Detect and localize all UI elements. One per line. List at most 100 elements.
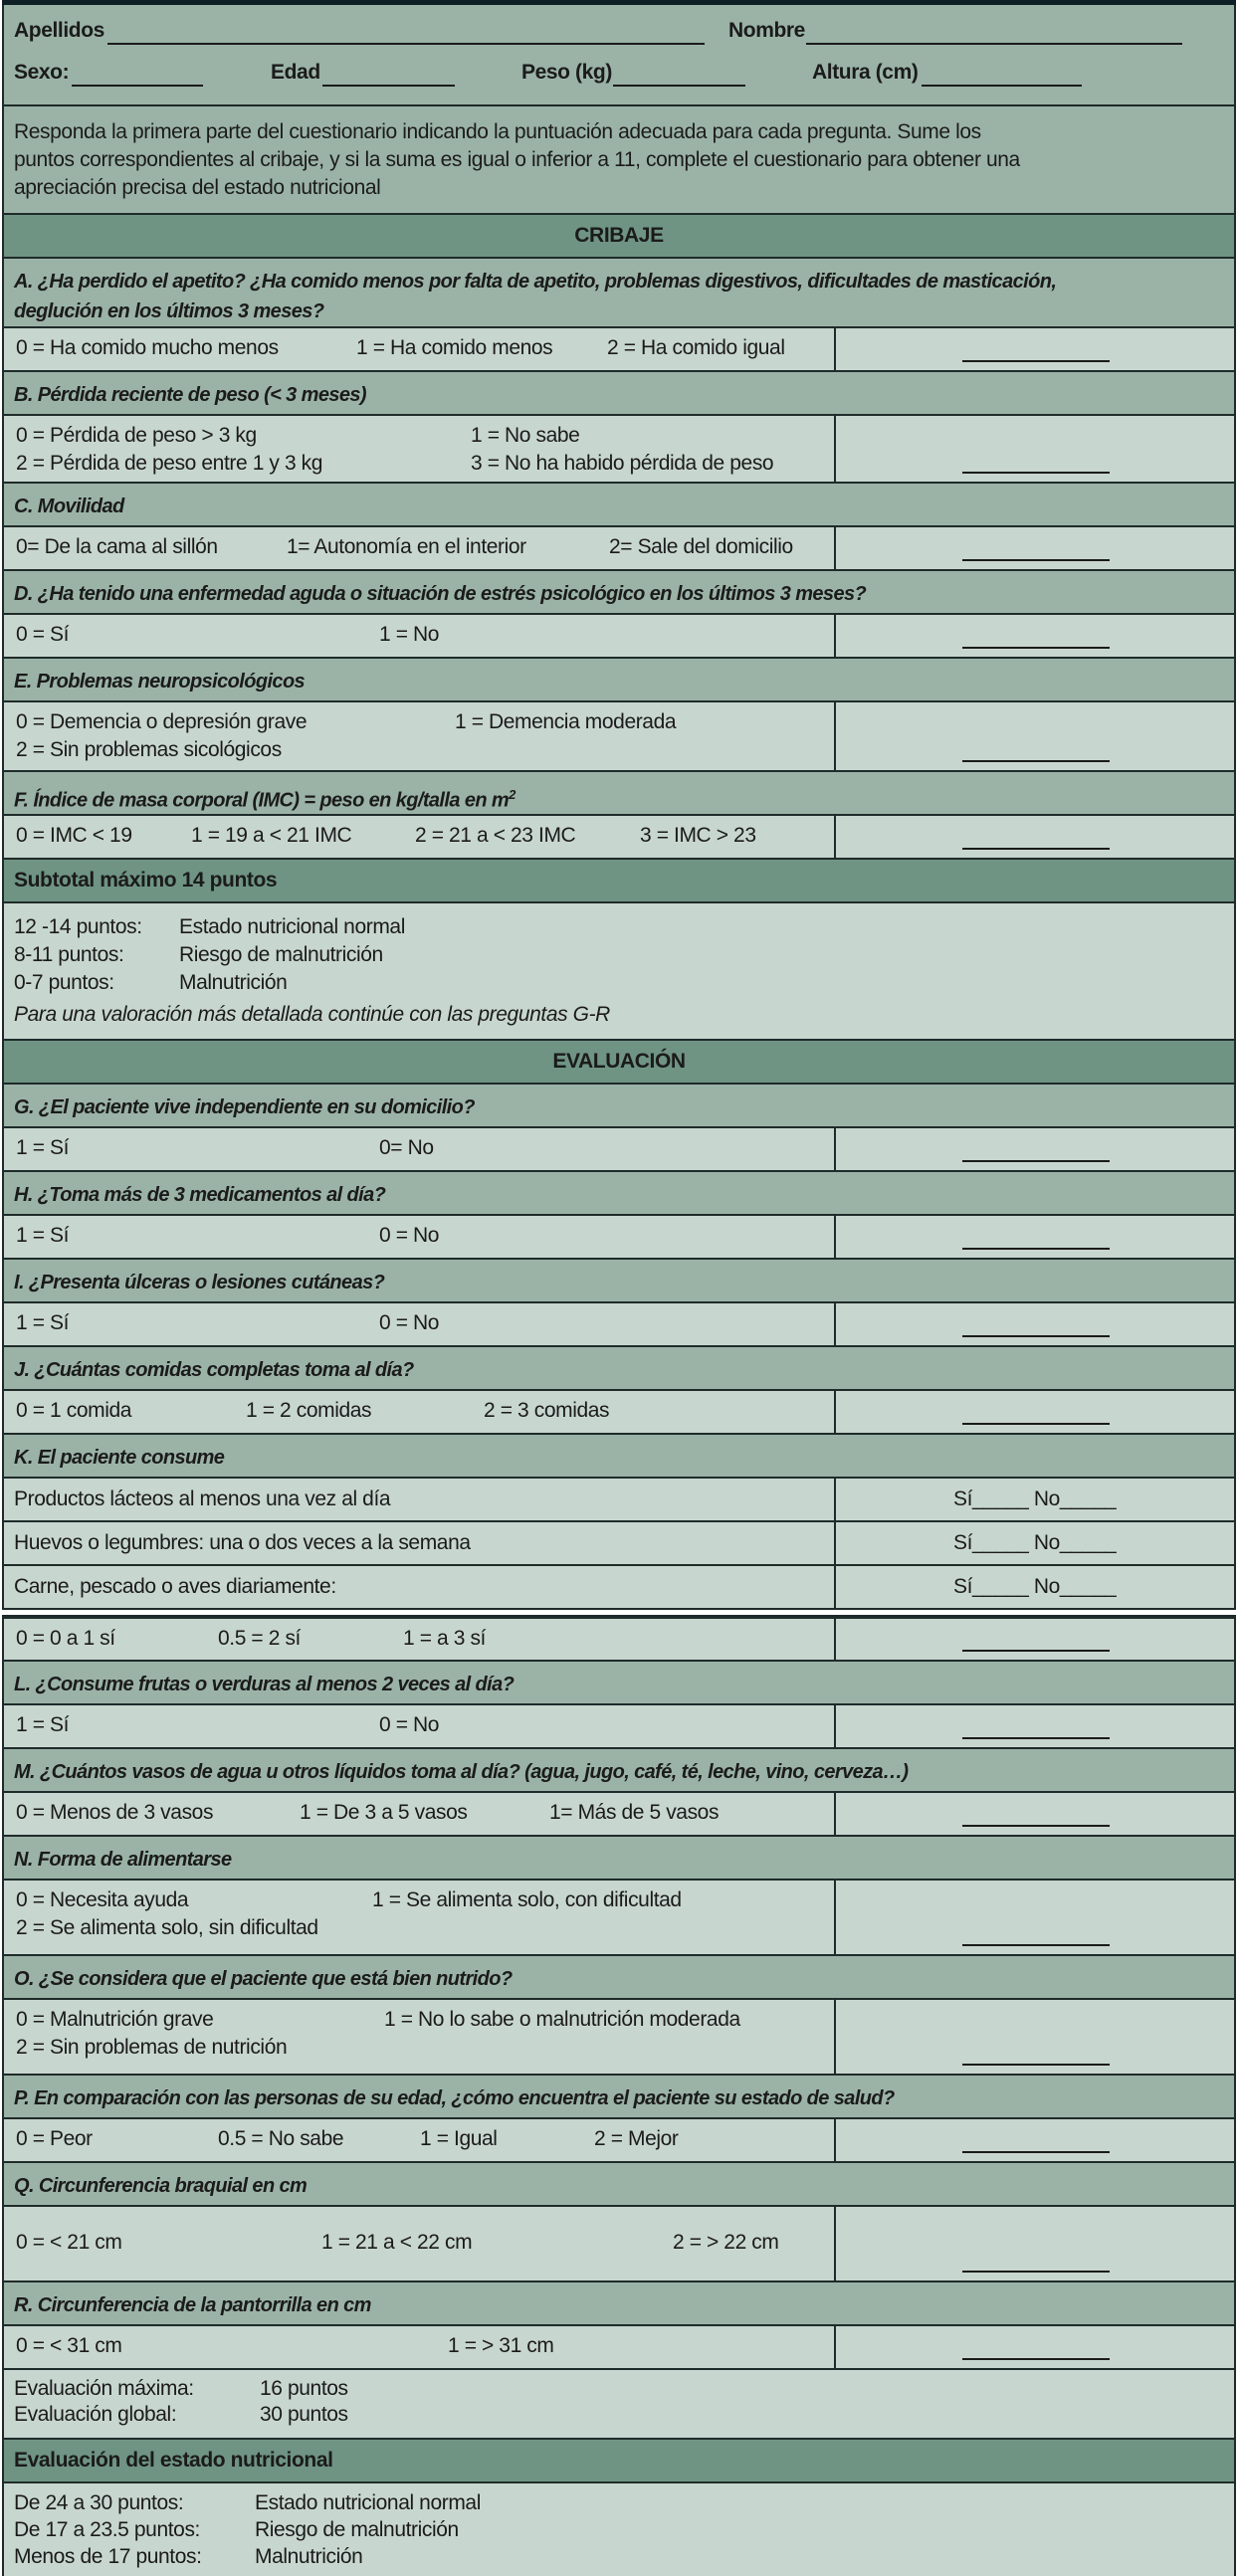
option: 0 = Peor xyxy=(16,2127,93,2150)
si-no-input[interactable]: Sí_____ No_____ xyxy=(953,1531,1117,1555)
answer-I: 1 = Sí 0 = No xyxy=(2,1303,1236,1347)
score-cell xyxy=(834,1705,1234,1747)
si-field[interactable]: Sí_____ xyxy=(953,1487,1029,1510)
patient-info: Apellidos Nombre Sexo: Edad Peso (kg) Al… xyxy=(2,5,1236,106)
answer-G: 1 = Sí 0= No xyxy=(2,1128,1236,1172)
question-text: A. ¿Ha perdido el apetito? ¿Ha comido me… xyxy=(14,271,1057,293)
question-B: B. Pérdida reciente de peso (< 3 meses) xyxy=(2,372,1236,416)
range: De 17 a 23.5 puntos: xyxy=(14,2518,200,2541)
score-input-B[interactable] xyxy=(962,472,1110,474)
answer-K-score: 0 = 0 a 1 sí 0.5 = 2 sí 1 = a 3 sí xyxy=(2,1617,1236,1662)
question-text: B. Pérdida reciente de peso (< 3 meses) xyxy=(14,384,367,406)
option: 1 = Sí xyxy=(16,1224,70,1247)
altura-label: Altura (cm) xyxy=(812,61,919,84)
peso-field[interactable] xyxy=(613,85,745,87)
score-cell xyxy=(834,527,1234,569)
option: 0 = Malnutrición grave xyxy=(16,2008,214,2031)
score-cell xyxy=(834,1128,1234,1170)
k-item: Productos lácteos al menos una vez al dí… xyxy=(2,1479,1236,1522)
score-input-N[interactable] xyxy=(962,1944,1110,1946)
no-field[interactable]: No_____ xyxy=(1033,1575,1117,1598)
score-input-E[interactable] xyxy=(962,760,1110,762)
score-input-I[interactable] xyxy=(962,1335,1110,1337)
no-field[interactable]: No_____ xyxy=(1033,1531,1117,1554)
score-input-A[interactable] xyxy=(962,360,1110,362)
total-value: 16 puntos xyxy=(260,2377,348,2400)
answer-R: 0 = < 31 cm 1 = > 31 cm xyxy=(2,2326,1236,2370)
question-J: J. ¿Cuántas comidas completas toma al dí… xyxy=(2,1347,1236,1391)
score-input-J[interactable] xyxy=(962,1423,1110,1425)
answer-N: 0 = Necesita ayuda 1 = Se alimenta solo, … xyxy=(2,1881,1236,1956)
question-text: H. ¿Toma más de 3 medicamentos al día? xyxy=(14,1184,386,1206)
question-N: N. Forma de alimentarse xyxy=(2,1837,1236,1881)
score-input-C[interactable] xyxy=(962,559,1110,561)
score-cell xyxy=(834,2119,1234,2161)
option: 2 = 21 a < 23 IMC xyxy=(415,824,576,847)
option: 2 = > 22 cm xyxy=(673,2231,779,2254)
score-cell xyxy=(834,702,1234,770)
option: 1 = > 31 cm xyxy=(448,2334,554,2357)
edad-field[interactable] xyxy=(322,85,455,87)
score-cell xyxy=(834,1881,1234,1954)
score-input-R[interactable] xyxy=(962,2358,1110,2360)
question-text: E. Problemas neuropsicológicos xyxy=(14,671,306,693)
instructions: Responda la primera parte del cuestionar… xyxy=(2,106,1236,215)
score-input-M[interactable] xyxy=(962,1825,1110,1827)
option: 1 = a 3 sí xyxy=(403,1627,486,1650)
apellidos-field[interactable] xyxy=(107,43,705,45)
score-cell xyxy=(834,2326,1234,2368)
option: 2 = Sin problemas sicológicos xyxy=(16,738,282,761)
option: 0 = No xyxy=(379,1311,440,1334)
score-input-G[interactable] xyxy=(962,1160,1110,1162)
question-text: M. ¿Cuántos vasos de agua u otros líquid… xyxy=(14,1761,909,1783)
score-cell xyxy=(834,416,1234,482)
answer-A: 0 = Ha comido mucho menos 1 = Ha comido m… xyxy=(2,328,1236,372)
question-text: F. Índice de masa corporal (IMC) = peso … xyxy=(14,789,510,812)
total-row: Evaluación global: 30 puntos xyxy=(14,2402,1224,2428)
question-text: R. Circunferencia de la pantorrilla en c… xyxy=(14,2294,371,2316)
nombre-field[interactable] xyxy=(806,43,1182,45)
option: 0.5 = 2 sí xyxy=(218,1627,301,1650)
score-input-D[interactable] xyxy=(962,647,1110,649)
subtotal-ranges: 12 -14 puntos: Estado nutricional normal 8… xyxy=(2,903,1236,1041)
score-input-P[interactable] xyxy=(962,2151,1110,2153)
estado-title: Evaluación del estado nutricional xyxy=(2,2440,1236,2483)
sexo-field[interactable] xyxy=(72,85,203,87)
option: 1 = 19 a < 21 IMC xyxy=(191,824,352,847)
question-text: deglución en los últimos 3 meses? xyxy=(14,300,324,322)
si-no-input[interactable]: Sí_____ No_____ xyxy=(953,1575,1117,1599)
question-K: K. El paciente consume xyxy=(2,1435,1236,1479)
option: 0 = Pérdida de peso > 3 kg xyxy=(16,424,257,447)
range-row: 0-7 puntos: Malnutrición xyxy=(14,969,1224,997)
total-label: Evaluación máxima: xyxy=(14,2377,194,2400)
option: 0 = No xyxy=(379,1713,440,1736)
score-input-F[interactable] xyxy=(962,848,1110,850)
option: 1 = De 3 a 5 vasos xyxy=(300,1801,468,1824)
score-cell xyxy=(834,1391,1234,1433)
question-text: I. ¿Presenta úlceras o lesiones cutáneas… xyxy=(14,1272,385,1293)
range-label: Malnutrición xyxy=(255,2545,363,2568)
question-D: D. ¿Ha tenido una enfermedad aguda o sit… xyxy=(2,571,1236,615)
k-item-label: Productos lácteos al menos una vez al dí… xyxy=(14,1487,391,1510)
si-field[interactable]: Sí_____ xyxy=(953,1531,1029,1554)
score-input-O[interactable] xyxy=(962,2064,1110,2066)
option: 0 = Necesita ayuda xyxy=(16,1888,189,1911)
question-text: C. Movilidad xyxy=(14,495,124,517)
si-no-input[interactable]: Sí_____ No_____ xyxy=(953,1487,1117,1511)
question-text: G. ¿El paciente vive independiente en su… xyxy=(14,1096,475,1118)
si-field[interactable]: Sí_____ xyxy=(953,1575,1029,1598)
score-input-Q[interactable] xyxy=(962,2271,1110,2273)
score-input-K[interactable] xyxy=(962,1650,1110,1652)
score-cell xyxy=(834,1619,1234,1660)
score-input-L[interactable] xyxy=(962,1737,1110,1739)
altura-field[interactable] xyxy=(922,85,1082,87)
question-E: E. Problemas neuropsicológicos xyxy=(2,659,1236,702)
range: 0-7 puntos: xyxy=(14,971,114,994)
option: 1 = No sabe xyxy=(471,424,580,447)
option: 1 = Sí xyxy=(16,1311,70,1334)
instructions-line: Responda la primera parte del cuestionar… xyxy=(14,120,981,143)
score-input-H[interactable] xyxy=(962,1248,1110,1250)
option: 2 = Mejor xyxy=(594,2127,679,2150)
no-field[interactable]: No_____ xyxy=(1033,1487,1117,1510)
